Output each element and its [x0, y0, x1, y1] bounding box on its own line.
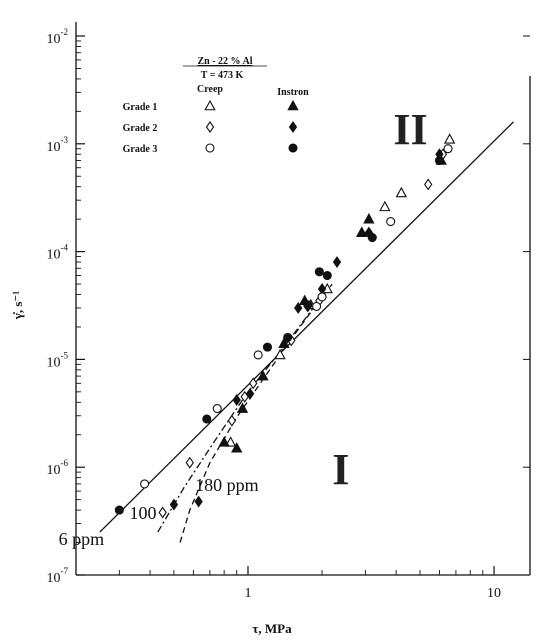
y-tick-label: 10-6	[47, 458, 69, 478]
data-point-grade-2-instron	[232, 394, 241, 406]
data-point-grade-1-creep	[274, 348, 286, 360]
line-label: 100	[130, 503, 157, 523]
legend-row-label: Grade 2	[123, 123, 158, 134]
legend: Zn - 22 % Al T = 473 K Creep Instron Grade 1…	[123, 56, 310, 155]
data-point-grade-1-instron	[218, 436, 230, 447]
region-label: I	[332, 445, 349, 494]
legend-temperature: T = 473 K	[201, 70, 244, 81]
x-axis-ticks: 1 10	[118, 566, 501, 601]
fit-line-180-ppm	[179, 296, 323, 543]
y-axis-label: γ̇, s⁻¹	[10, 291, 25, 321]
x-axis-label: τ, MPa	[252, 621, 292, 636]
data-point-grade-1-instron	[278, 337, 290, 348]
data-point-grade-3-creep	[386, 217, 396, 227]
data-point-grade-1-instron	[356, 226, 368, 237]
data-point-grade-3-instron	[262, 342, 273, 352]
y-tick-label: 10-5	[47, 350, 69, 370]
data-point-grade-3-instron	[202, 414, 212, 424]
data-point-grade-1-instron	[257, 369, 269, 381]
legend-instron-header: Instron	[277, 87, 309, 98]
legend-marker-instron	[288, 121, 298, 133]
fit-line-6-ppm	[99, 121, 514, 533]
data-point-grade-3-creep	[443, 144, 453, 154]
legend-marker-creep	[205, 143, 215, 153]
y-tick-label: 10-2	[47, 27, 69, 47]
x-tick-label: 1	[244, 586, 251, 601]
data-point-grade-3-creep	[312, 301, 322, 311]
data-point-grade-2-instron	[169, 498, 179, 511]
data-point-grade-2-instron	[245, 387, 255, 400]
plot-frame	[75, 22, 531, 576]
legend-marker-creep	[204, 99, 216, 111]
legend-marker-creep	[205, 121, 215, 133]
data-point-grade-2-creep	[185, 456, 194, 469]
y-tick-label: 10-7	[47, 566, 69, 586]
fit-lines	[99, 121, 514, 543]
data-point-grade-1-instron	[363, 212, 375, 224]
data-point-grade-2-instron	[294, 302, 303, 314]
data-point-grade-2-instron	[332, 256, 342, 269]
legend-row-label: Grade 3	[123, 144, 158, 155]
legend-marker-instron	[287, 99, 299, 111]
data-point-grade-2-creep	[249, 377, 258, 390]
x-tick-label: 10	[487, 586, 501, 601]
data-point-grade-3-instron	[303, 300, 313, 310]
data-point-grade-2-creep	[227, 414, 237, 427]
legend-creep-header: Creep	[197, 84, 223, 95]
data-point-grade-3-instron	[434, 155, 445, 166]
data-point-grade-3-instron	[314, 267, 324, 277]
data-point-grade-3-creep	[253, 350, 263, 360]
data-points	[114, 133, 456, 519]
data-point-grade-1-creep	[443, 133, 456, 144]
line-label: 6 ppm	[59, 529, 105, 549]
y-axis-ticks: 10-7 10-6 10-5 10-4 10-3 10-2	[47, 27, 530, 586]
data-point-grade-3-instron	[283, 332, 293, 342]
data-point-grade-1-instron	[231, 442, 243, 453]
region-label: II	[393, 105, 427, 154]
legend-alloy: Zn - 22 % Al	[197, 56, 252, 67]
data-point-grade-2-creep	[158, 506, 167, 519]
data-point-grade-3-creep	[212, 403, 222, 414]
data-point-grade-3-creep	[140, 479, 150, 489]
data-point-grade-3-instron	[322, 270, 332, 281]
data-point-grade-2-instron	[194, 495, 203, 508]
data-point-grade-3-creep	[317, 292, 327, 302]
data-point-grade-1-creep	[395, 186, 408, 198]
data-point-grade-2-creep	[424, 178, 433, 191]
data-point-grade-3-instron	[367, 233, 377, 243]
data-point-grade-1-creep	[379, 200, 391, 212]
line-label: 180 ppm	[195, 475, 259, 495]
data-point-grade-3-instron	[114, 505, 124, 515]
y-tick-label: 10-4	[47, 243, 69, 263]
legend-marker-instron	[288, 143, 298, 153]
y-tick-label: 10-3	[47, 135, 69, 155]
legend-row-label: Grade 1	[123, 102, 158, 113]
data-point-grade-1-instron	[236, 402, 249, 413]
